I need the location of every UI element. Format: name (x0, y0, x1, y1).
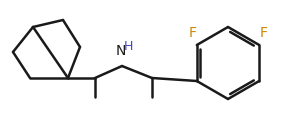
Text: F: F (189, 26, 197, 40)
Text: H: H (123, 40, 133, 53)
Text: F: F (259, 26, 267, 40)
Text: N: N (116, 44, 126, 58)
